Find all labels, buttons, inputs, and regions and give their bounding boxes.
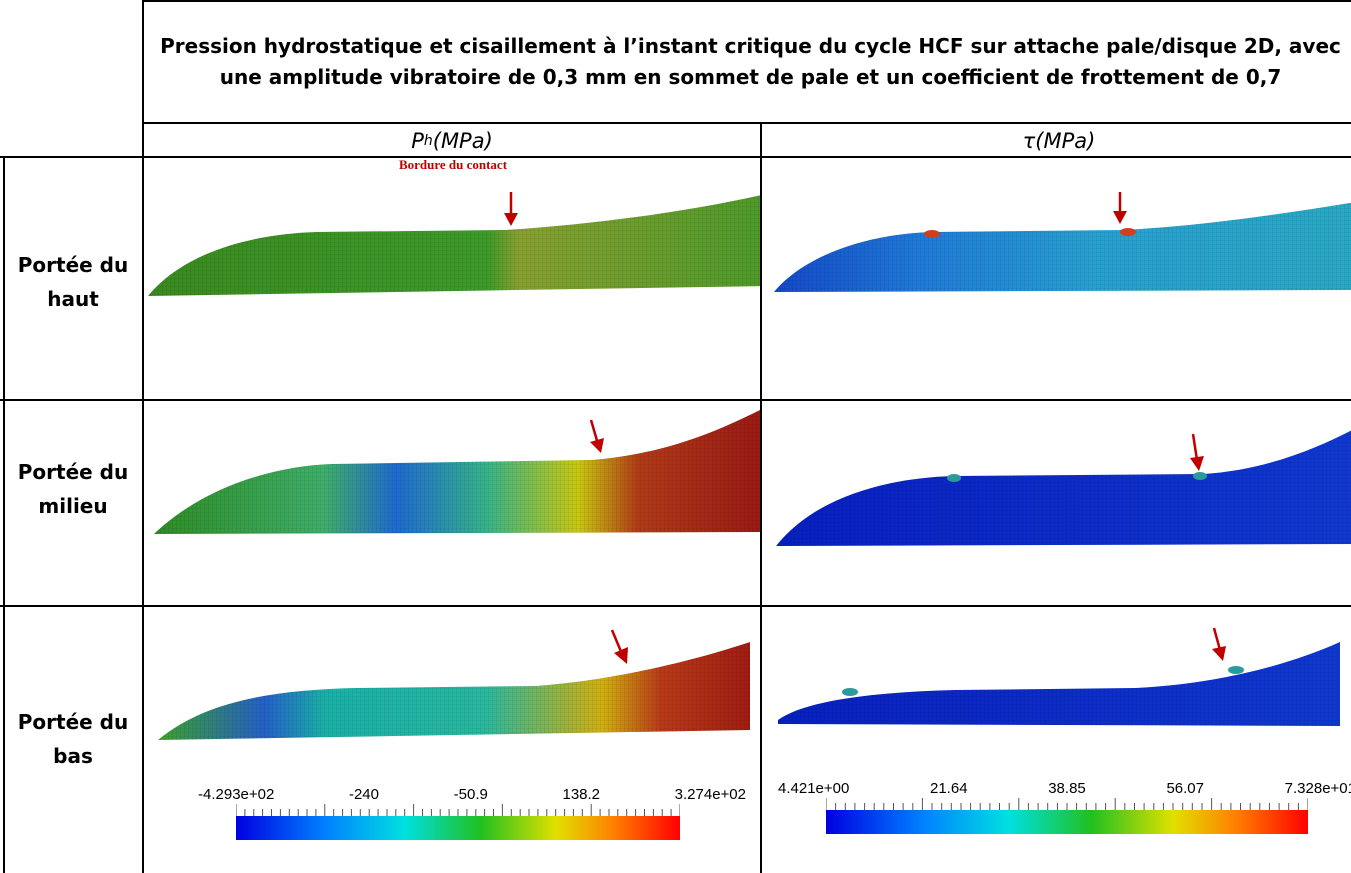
shear-plot-middle [776,430,1351,546]
pressure-tick-3: 138.2 [562,786,601,803]
pressure-plot-middle [154,410,760,534]
shear-colorbar-ticks [826,798,1308,810]
arrow-shear-top [1113,192,1127,224]
shear-tick-2: 38.85 [1048,780,1086,797]
row1-separator [0,399,1351,401]
header-separator [0,156,1351,158]
pressure-plot-bottom [158,642,750,740]
shear-tick-3: 56.07 [1166,780,1204,797]
table-border-top [142,0,1351,2]
pressure-symbol: P [411,128,424,153]
pressure-colorbar [236,804,680,840]
shear-tick-0: 4.421e+00 [778,780,850,797]
arrow-pressure-top [504,192,518,226]
table-border-left-header [142,0,144,157]
arrow-pressure-middle [589,419,604,453]
shear-tick-1: 21.64 [930,780,968,797]
pressure-tick-4: 3.274e+02 [674,786,746,803]
shear-colorbar-labels: 4.421e+00 21.64 38.85 56.07 7.328e+01 [778,780,1351,797]
pressure-colorbar-gradient [236,816,680,840]
label-column-separator [142,156,144,873]
pressure-subscript: h [423,132,433,149]
pressure-tick-2: -50.9 [453,786,488,803]
row-label-bottom: Portée du bas [17,710,129,768]
pressure-unit: (MPa) [432,128,493,153]
arrow-shear-middle [1190,433,1204,471]
middle-column-separator [760,124,762,873]
shear-colorbar [826,798,1308,834]
table-border-left [3,156,5,873]
arrow-pressure-bottom [610,629,628,664]
shear-symbol: τ [1022,128,1036,153]
shear-plot-bottom [778,642,1340,726]
pressure-tick-1: -240 [348,786,379,803]
pressure-plot-top [148,195,760,296]
shear-tick-4: 7.328e+01 [1284,780,1351,797]
title-separator [142,122,1351,124]
pressure-colorbar-ticks [236,804,680,816]
table-title: Pression hydrostatique et cisaillement à… [160,34,1341,89]
shear-plot-top [774,202,1351,292]
contact-edge-callout: Bordure du contact [398,157,508,172]
shear-unit: (MPa) [1035,128,1096,153]
arrow-shear-bottom [1212,627,1226,661]
row-label-top: Portée du haut [17,253,129,311]
pressure-tick-0: -4.293e+02 [198,786,275,803]
pressure-colorbar-labels: -4.293e+02 -240 -50.9 138.2 3.274e+02 [198,786,746,803]
row2-separator [0,605,1351,607]
column-header-shear: τ (MPa) [762,124,1351,157]
shear-colorbar-gradient [826,810,1308,834]
row-label-middle: Portée du milieu [17,460,129,518]
